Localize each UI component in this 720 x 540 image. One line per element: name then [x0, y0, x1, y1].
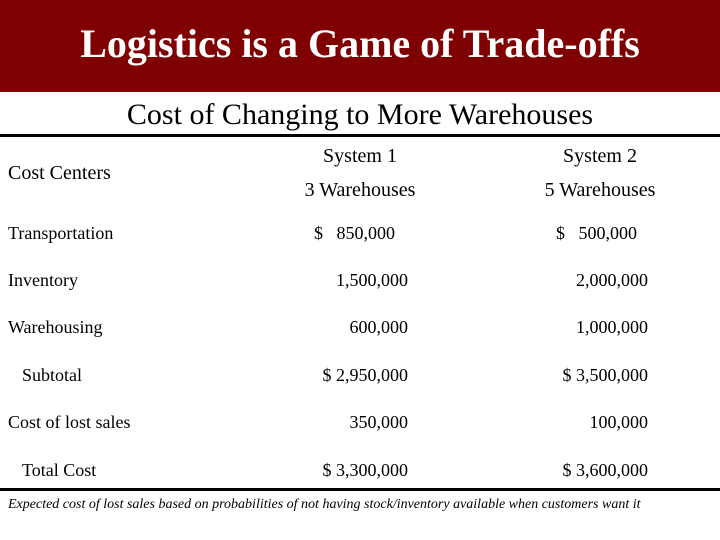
footnote: Expected cost of lost sales based on pro…: [8, 497, 641, 512]
row-total-cost-system2: $ 3,600,000: [562, 460, 649, 480]
row-subtotal-system1: $ 2,950,000: [322, 365, 409, 385]
header-system1-subtitle: 3 Warehouses: [304, 179, 416, 201]
row-label-inventory: Inventory: [8, 270, 78, 290]
slide-subtitle: Cost of Changing to More Warehouses: [126, 98, 594, 131]
slide-title: Logistics is a Game of Trade-offs: [80, 21, 640, 66]
row-transportation-system1: $ 850,000: [314, 223, 395, 243]
row-transportation-system2: $ 500,000: [556, 223, 637, 243]
bottom-divider: [0, 488, 720, 491]
row-warehousing-system2: 1,000,000: [576, 317, 648, 337]
row-inventory-system1: 1,500,000: [336, 270, 408, 290]
row-label-transportation: Transportation: [8, 223, 114, 243]
row-warehousing-system1: 600,000: [349, 317, 409, 337]
header-system2-title: System 2: [563, 145, 637, 167]
header-system1-title: System 1: [323, 145, 397, 167]
title-banner: Logistics is a Game of Trade-offs: [0, 0, 720, 92]
row-lost-sales-system2: 100,000: [589, 412, 649, 432]
row-subtotal-system2: $ 3,500,000: [562, 365, 649, 385]
row-label-lost-sales: Cost of lost sales: [8, 412, 131, 432]
header-system2-subtitle: 5 Warehouses: [544, 179, 656, 201]
row-total-cost-system1: $ 3,300,000: [322, 460, 409, 480]
row-label-subtotal: Subtotal: [22, 365, 83, 385]
header-cost-centers: Cost Centers: [8, 162, 111, 184]
row-inventory-system2: 2,000,000: [576, 270, 648, 290]
row-label-total-cost: Total Cost: [22, 460, 97, 480]
row-label-warehousing: Warehousing: [8, 317, 103, 337]
top-divider: [0, 134, 720, 137]
row-lost-sales-system1: 350,000: [349, 412, 409, 432]
